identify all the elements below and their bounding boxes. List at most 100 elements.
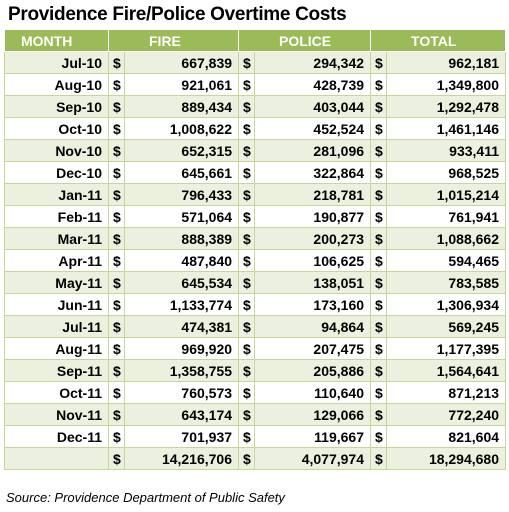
fire-total-cell: 14,216,706 <box>123 447 240 470</box>
police-currency: $ <box>238 403 256 426</box>
total-cell: 1,461,146 <box>386 117 507 140</box>
police-cell: 94,864 <box>254 315 372 338</box>
fire-cell: 969,920 <box>123 337 240 360</box>
table-body: Jul-10 $667,839 $294,342 $962,181 Aug-10 $921… <box>4 51 507 470</box>
total-currency: $ <box>370 51 388 74</box>
police-currency: $ <box>238 73 256 96</box>
page-title: Providence Fire/Police Overtime Costs <box>8 4 347 25</box>
table-row: Jan-11 $796,433 $218,781 $1,015,214 <box>4 183 507 206</box>
police-cell: 205,886 <box>254 359 372 382</box>
overtime-table: MONTH FIRE POLICE TOTAL Jul-10 $667,839 $2… <box>4 29 507 470</box>
fire-currency: $ <box>108 403 125 426</box>
total-currency: $ <box>370 161 388 184</box>
total-currency: $ <box>370 425 388 448</box>
police-cell: 190,877 <box>254 205 372 228</box>
table-row: Nov-10 $652,315 $281,096 $933,411 <box>4 139 507 162</box>
police-cell: 173,160 <box>254 293 372 316</box>
police-total-currency: $ <box>238 447 256 470</box>
table-header-row: MONTH FIRE POLICE TOTAL <box>4 29 507 52</box>
table-row: Mar-11 $888,389 $200,273 $1,088,662 <box>4 227 507 250</box>
total-currency: $ <box>370 271 388 294</box>
table-row: Dec-10 $645,661 $322,864 $968,525 <box>4 161 507 184</box>
police-currency: $ <box>238 117 256 140</box>
total-cell: 962,181 <box>386 51 507 74</box>
police-currency: $ <box>238 183 256 206</box>
fire-currency: $ <box>108 51 125 74</box>
total-currency: $ <box>370 95 388 118</box>
table-row: Jul-11 $474,381 $94,864 $569,245 <box>4 315 507 338</box>
month-cell: Feb-11 <box>4 205 109 228</box>
month-cell: Oct-11 <box>4 381 109 404</box>
police-cell: 207,475 <box>254 337 372 360</box>
fire-currency: $ <box>108 425 125 448</box>
fire-currency: $ <box>108 271 125 294</box>
fire-cell: 571,064 <box>123 205 240 228</box>
total-currency: $ <box>370 381 388 404</box>
fire-currency: $ <box>108 293 125 316</box>
table-row: Sep-10 $889,434 $403,044 $1,292,478 <box>4 95 507 118</box>
fire-cell: 643,174 <box>123 403 240 426</box>
fire-currency: $ <box>108 315 125 338</box>
fire-cell: 652,315 <box>123 139 240 162</box>
total-cell: 1,564,641 <box>386 359 507 382</box>
fire-currency: $ <box>108 205 125 228</box>
total-cell: 1,292,478 <box>386 95 507 118</box>
police-cell: 218,781 <box>254 183 372 206</box>
total-currency: $ <box>370 139 388 162</box>
police-cell: 138,051 <box>254 271 372 294</box>
totals-row: $14,216,706 $4,077,974 $18,294,680 <box>4 447 507 470</box>
fire-cell: 645,534 <box>123 271 240 294</box>
total-cell: 772,240 <box>386 403 507 426</box>
total-cell: 569,245 <box>386 315 507 338</box>
fire-currency: $ <box>108 161 125 184</box>
police-cell: 294,342 <box>254 51 372 74</box>
total-cell: 783,585 <box>386 271 507 294</box>
police-total-cell: 4,077,974 <box>254 447 372 470</box>
police-currency: $ <box>238 161 256 184</box>
fire-cell: 921,061 <box>123 73 240 96</box>
police-cell: 110,640 <box>254 381 372 404</box>
month-cell: Jul-10 <box>4 51 109 74</box>
month-cell: Dec-11 <box>4 425 109 448</box>
police-cell: 281,096 <box>254 139 372 162</box>
header-fire: FIRE <box>107 29 240 52</box>
table-row: Nov-11 $643,174 $129,066 $772,240 <box>4 403 507 426</box>
fire-currency: $ <box>108 381 125 404</box>
police-currency: $ <box>238 381 256 404</box>
police-cell: 129,066 <box>254 403 372 426</box>
header-police: POLICE <box>238 29 372 52</box>
month-cell: Sep-11 <box>4 359 109 382</box>
table-row: Jun-11 $1,133,774 $173,160 $1,306,934 <box>4 293 507 316</box>
fire-currency: $ <box>108 139 125 162</box>
month-cell: Dec-10 <box>4 161 109 184</box>
table-row: Aug-10 $921,061 $428,739 $1,349,800 <box>4 73 507 96</box>
fire-currency: $ <box>108 359 125 382</box>
month-cell: Jun-11 <box>4 293 109 316</box>
fire-currency: $ <box>108 227 125 250</box>
total-cell: 968,525 <box>386 161 507 184</box>
fire-currency: $ <box>108 249 125 272</box>
police-currency: $ <box>238 227 256 250</box>
month-cell: Sep-10 <box>4 95 109 118</box>
fire-currency: $ <box>108 117 125 140</box>
police-currency: $ <box>238 95 256 118</box>
total-currency: $ <box>370 249 388 272</box>
fire-cell: 796,433 <box>123 183 240 206</box>
police-currency: $ <box>238 359 256 382</box>
total-currency: $ <box>370 293 388 316</box>
fire-currency: $ <box>108 337 125 360</box>
police-cell: 403,044 <box>254 95 372 118</box>
month-cell: Aug-11 <box>4 337 109 360</box>
month-cell: Jan-11 <box>4 183 109 206</box>
table-row: Jul-10 $667,839 $294,342 $962,181 <box>4 51 507 74</box>
total-currency: $ <box>370 337 388 360</box>
total-cell: 761,941 <box>386 205 507 228</box>
police-currency: $ <box>238 249 256 272</box>
total-currency: $ <box>370 359 388 382</box>
total-cell: 1,306,934 <box>386 293 507 316</box>
fire-cell: 889,434 <box>123 95 240 118</box>
table-row: Aug-11 $969,920 $207,475 $1,177,395 <box>4 337 507 360</box>
month-cell: Nov-10 <box>4 139 109 162</box>
police-cell: 119,667 <box>254 425 372 448</box>
police-currency: $ <box>238 51 256 74</box>
